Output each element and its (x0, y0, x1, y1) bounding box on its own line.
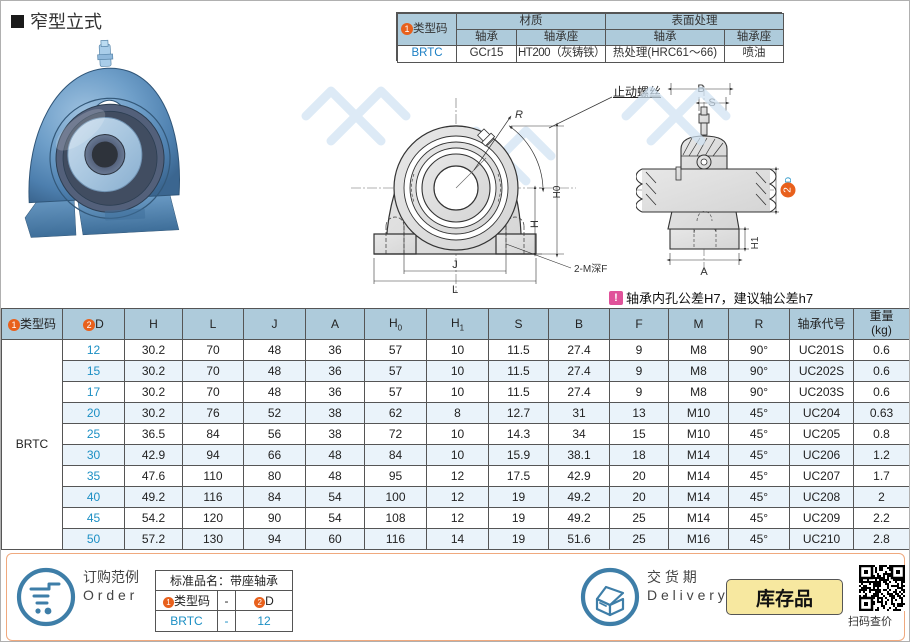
svg-text:2-M深F: 2-M深F (574, 263, 607, 275)
svg-text:J: J (452, 259, 458, 271)
svg-text:L: L (452, 284, 458, 296)
svg-text:H0: H0 (552, 185, 563, 198)
svg-text:H: H (529, 220, 541, 228)
svg-text:R: R (515, 109, 523, 121)
